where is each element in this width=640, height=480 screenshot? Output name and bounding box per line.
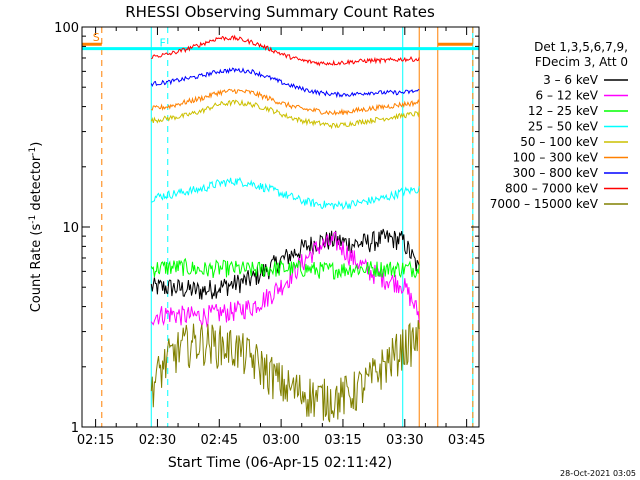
flag-label: F [160,36,166,49]
series-line [150,257,420,280]
series-line [150,228,420,300]
y-axis-label-sup: -1 [28,147,38,156]
y-tick-label: 10 [62,221,79,236]
x-tick-label: 03:00 [262,433,299,448]
legend-label: 25 – 50 keV [528,120,599,134]
y-axis: 1 10 100 [54,21,479,436]
chart-title: RHESSI Observing Summary Count Rates [125,3,435,21]
legend: Det 1,3,5,6,7,9, FDecim 3, Att 0 3 – 6 k… [490,40,628,211]
x-axis: 02:15 02:30 02:45 03:00 03:15 03:30 03:45 [77,27,485,448]
y-axis-label-sup: -1 [28,215,38,224]
vertical-markers [101,27,474,427]
x-tick-label: 03:15 [324,433,361,448]
x-tick-label: 03:30 [386,433,423,448]
series-layer [150,34,420,423]
legend-label: 3 – 6 keV [543,73,599,87]
flag-segments [82,42,479,51]
x-tick-label: 03:45 [448,433,485,448]
legend-label: 6 – 12 keV [536,89,599,103]
series-line [151,88,420,116]
y-axis-label-part: detector [29,155,44,215]
y-tick-label: 100 [54,21,79,36]
legend-label: 800 – 7000 keV [505,182,599,196]
x-tick-label: 02:30 [139,433,176,448]
y-axis-label: Count Rate (s-1 detector-1) [28,142,44,313]
legend-label: 100 – 300 keV [513,151,599,165]
series-line [151,176,420,211]
flag-label: S [93,31,100,44]
x-axis-label: Start Time (06-Apr-15 02:11:42) [168,455,392,471]
x-tick-label: 02:15 [77,433,114,448]
series-line [150,98,420,130]
x-tick-label: 02:45 [201,433,238,448]
series-line [150,67,420,99]
legend-label: 50 – 100 keV [520,135,599,149]
y-axis-label-part: ) [29,142,44,147]
series-line [151,34,420,67]
legend-title-line: Det 1,3,5,6,7,9, [534,40,628,54]
legend-title-line: FDecim 3, Att 0 [535,55,628,69]
series-line [150,320,420,423]
footer-timestamp: 28-Oct-2021 03:05 [560,469,636,478]
legend-label: 12 – 25 keV [528,104,599,118]
y-tick-label: 1 [71,421,79,436]
legend-label: 7000 – 15000 keV [490,197,599,211]
y-axis-label-part: Count Rate (s [29,224,44,313]
legend-label: 300 – 800 keV [513,166,599,180]
